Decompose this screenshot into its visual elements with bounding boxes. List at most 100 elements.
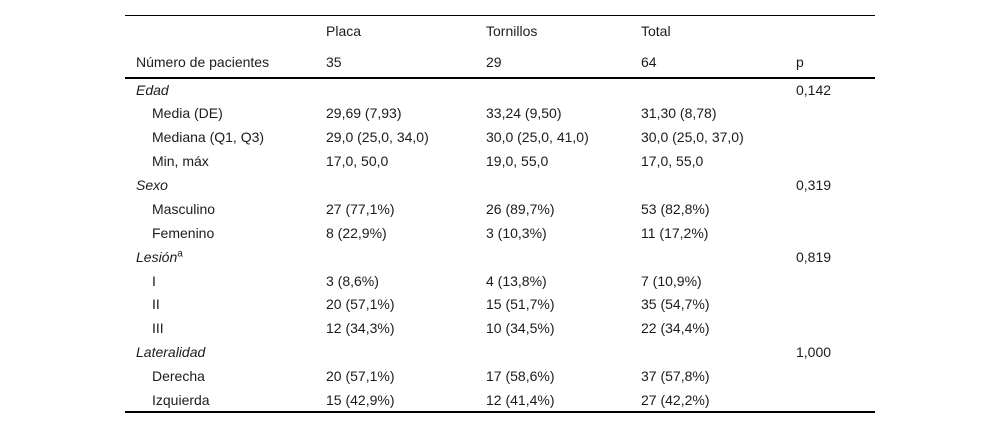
cell-total [641, 78, 796, 102]
cell-placa: 8 (22,9%) [326, 224, 387, 241]
table-row: Media (DE) 29,69 (7,93) 33,24 (9,50) 31,30 … [125, 101, 875, 125]
cell-tornillos [486, 78, 641, 102]
cell-label: Media (DE) [152, 105, 223, 122]
header-cell-empty [796, 16, 875, 47]
cell-tornillos: 4 (13,8%) [486, 272, 547, 289]
cell-placa: 29,0 (25,0, 34,0) [326, 129, 429, 146]
cell-label: Izquierda [152, 391, 210, 408]
cell-label: Min, máx [152, 153, 209, 170]
table-header: Placa Tornillos Total Número de paciente… [125, 16, 875, 78]
cell-p [796, 125, 875, 149]
cell-p [796, 388, 875, 412]
cell-p: 0,819 [796, 248, 832, 265]
cell-label: Lateralidad [136, 344, 206, 361]
cell-p: 0,319 [796, 177, 832, 193]
table-row: Min, máx 17,0, 50,0 19,0, 55,0 17,0, 55,0 [125, 149, 875, 173]
cell-total: 31,30 (8,78) [641, 105, 717, 122]
cell-label: Masculino [152, 200, 216, 217]
cell-label: Derecha [152, 368, 205, 385]
cell-total: 35 (54,7%) [641, 296, 710, 313]
header-cell-p: p [796, 53, 804, 70]
header-cell-n-tornillos: 29 [486, 53, 502, 70]
cell-tornillos: 15 (51,7%) [486, 296, 555, 313]
header-cell-empty [125, 16, 326, 47]
cell-total: 37 (57,8%) [641, 368, 710, 385]
cell-placa: 17,0, 50,0 [326, 153, 389, 170]
table-row: Derecha 20 (57,1%) 17 (58,6%) 37 (57,8%) [125, 364, 875, 388]
cell-tornillos: 12 (41,4%) [486, 391, 555, 408]
cell-tornillos: 19,0, 55,0 [486, 153, 549, 170]
cell-tornillos: 17 (58,6%) [486, 368, 555, 385]
cell-total: 22 (34,4%) [641, 320, 710, 337]
cell-label: Lesióna [136, 248, 183, 265]
cell-total: 7 (10,9%) [641, 272, 702, 289]
cell-p [796, 293, 875, 317]
table-row: Mediana (Q1, Q3) 29,0 (25,0, 34,0) 30,0 (2… [125, 125, 875, 149]
cell-tornillos: 33,24 (9,50) [486, 105, 562, 122]
cell-tornillos: 30,0 (25,0, 41,0) [486, 129, 589, 146]
cell-p [796, 316, 875, 340]
table-row: III 12 (34,3%) 10 (34,5%) 22 (34,4%) [125, 316, 875, 340]
table-row: Lateralidad 1,000 [125, 340, 875, 364]
count-header-row: Número de pacientes 35 29 64 p [125, 47, 875, 78]
cell-p [796, 101, 875, 125]
cell-label: III [152, 320, 164, 337]
cell-placa: 20 (57,1%) [326, 296, 395, 313]
cell-p [796, 149, 875, 173]
table-row: Edad 0,142 [125, 78, 875, 102]
table-row: II 20 (57,1%) 15 (51,7%) 35 (54,7%) [125, 293, 875, 317]
table-body: Edad 0,142 Media (DE) 29,69 (7,93) 33,24 (9,… [125, 78, 875, 412]
cell-tornillos [486, 340, 641, 364]
cell-p: 0,142 [796, 81, 832, 98]
cell-placa: 20 (57,1%) [326, 368, 395, 385]
cell-placa: 15 (42,9%) [326, 391, 395, 408]
cell-tornillos [486, 173, 641, 197]
header-cell-tornillos: Tornillos [486, 23, 538, 40]
cell-total: 11 (17,2%) [641, 224, 709, 241]
table-row: Femenino 8 (22,9%) 3 (10,3%) 11 (17,2%) [125, 221, 875, 245]
cell-total: 53 (82,8%) [641, 200, 710, 217]
cell-p [796, 221, 875, 245]
cell-label: Sexo [136, 177, 168, 193]
cell-placa: 3 (8,6%) [326, 272, 379, 289]
cell-total [641, 340, 796, 364]
cell-label: Edad [136, 81, 169, 98]
table-row: Masculino 27 (77,1%) 26 (89,7%) 53 (82,8%) [125, 197, 875, 221]
header-cell-n-total: 64 [641, 53, 657, 70]
cell-total: 27 (42,2%) [641, 391, 710, 408]
cell-total [641, 173, 796, 197]
cell-placa: 29,69 (7,93) [326, 105, 402, 122]
cell-label: Mediana (Q1, Q3) [152, 129, 265, 146]
group-header-row: Placa Tornillos Total [125, 16, 875, 47]
cell-placa: 12 (34,3%) [326, 320, 395, 337]
header-cell-n-label: Número de pacientes [136, 53, 270, 70]
table-row: Lesióna 0,819 [125, 245, 875, 269]
cell-p [796, 364, 875, 388]
cell-tornillos: 3 (10,3%) [486, 224, 547, 241]
table-row: Izquierda 15 (42,9%) 12 (41,4%) 27 (42,2%) [125, 388, 875, 412]
cell-p [796, 197, 875, 221]
cell-placa [326, 78, 486, 102]
cell-tornillos: 26 (89,7%) [486, 200, 555, 217]
cell-total: 17,0, 55,0 [641, 153, 704, 170]
cell-label: Femenino [152, 224, 215, 241]
cell-placa: 27 (77,1%) [326, 200, 395, 217]
table-row: I 3 (8,6%) 4 (13,8%) 7 (10,9%) [125, 269, 875, 293]
cell-tornillos: 10 (34,5%) [486, 320, 555, 337]
cell-total: 30,0 (25,0, 37,0) [641, 129, 744, 146]
cell-placa [326, 245, 486, 269]
footnote-marker: a [177, 248, 183, 260]
patients-comparison-table: Placa Tornillos Total Número de paciente… [125, 15, 875, 413]
cell-placa [326, 340, 486, 364]
cell-total [641, 245, 796, 269]
table-row: Sexo 0,319 [125, 173, 875, 197]
cell-tornillos [486, 245, 641, 269]
header-cell-n-placa: 35 [326, 53, 342, 70]
cell-p [796, 269, 875, 293]
header-cell-placa: Placa [326, 23, 362, 40]
header-cell-total: Total [641, 23, 671, 40]
cell-placa [326, 173, 486, 197]
cell-p: 1,000 [796, 344, 832, 361]
cell-label: I [152, 272, 156, 289]
